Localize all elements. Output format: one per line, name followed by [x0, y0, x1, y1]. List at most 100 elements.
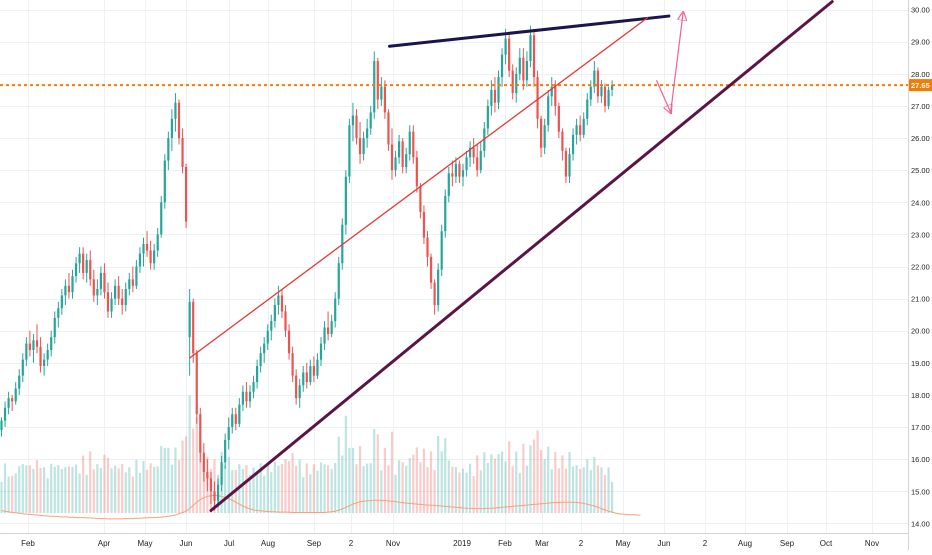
volume-bar [53, 466, 56, 513]
candle [327, 311, 330, 341]
time-tick-label: Aug [261, 539, 275, 548]
candle [415, 150, 418, 193]
volume-bar [131, 476, 134, 513]
candle-body [89, 260, 92, 280]
candle [312, 356, 315, 383]
candle [202, 443, 205, 482]
candle [561, 128, 564, 161]
volume-bar [273, 461, 276, 513]
candle [355, 109, 358, 145]
volume-bar [312, 464, 315, 513]
candle [252, 375, 255, 399]
volume-bar [327, 465, 330, 513]
time-tick-label: May [137, 539, 152, 548]
volume-bar [121, 464, 124, 513]
volume-bar [28, 465, 31, 513]
candle-body [486, 105, 489, 129]
candle-body [284, 311, 287, 331]
candle-body [46, 349, 49, 360]
candle-body [461, 170, 465, 177]
candle [334, 292, 337, 328]
volume-bar [564, 468, 568, 513]
candle-body [53, 317, 56, 338]
candle-body [582, 118, 585, 135]
volume-bar [323, 464, 326, 513]
candle [465, 150, 468, 177]
candle-body [206, 471, 209, 479]
candle-body [43, 359, 46, 367]
volume-bar [319, 462, 323, 513]
trendline [209, 0, 834, 513]
volume-bar [394, 474, 397, 513]
candle [199, 407, 202, 463]
price-tick-label: 14.00 [911, 519, 930, 528]
candle [351, 102, 355, 142]
time-axis: Feb Apr May Jun Jul Aug Sep 2 Nov 2019 Feb Mar 2 May J… [0, 533, 908, 550]
volume-bar [74, 464, 78, 513]
candle [21, 353, 24, 383]
candle-body [362, 138, 365, 155]
volume-bar [305, 463, 308, 513]
candle-body [50, 337, 53, 350]
candle [99, 266, 102, 296]
volume-bar [586, 459, 589, 513]
candle [277, 285, 280, 315]
candle-body [447, 173, 450, 196]
price-axis-background [908, 0, 932, 550]
candle [525, 51, 528, 87]
candle-body [0, 420, 3, 431]
candle-body [405, 154, 408, 167]
candle-body [330, 321, 333, 334]
candle-body [7, 398, 10, 408]
candle-body [298, 385, 301, 399]
volume-bar [401, 462, 404, 513]
candle-body [596, 70, 599, 97]
candle [493, 77, 497, 113]
volume-bar [337, 436, 340, 513]
candle [401, 138, 404, 174]
volume-bar [185, 436, 188, 513]
time-tick-label: Oct [820, 539, 833, 548]
volume-bar [568, 452, 571, 513]
candle-body [256, 366, 259, 383]
time-tick-label: May [615, 539, 630, 548]
candle-body [188, 301, 191, 338]
volume-bar [543, 459, 546, 513]
candle [71, 269, 74, 299]
volume-bar [408, 458, 411, 513]
volume-bar [330, 469, 333, 513]
candle [518, 48, 521, 81]
volume-bar [429, 451, 433, 513]
candle-body [433, 282, 436, 306]
price-tick-label: 15.00 [911, 487, 930, 496]
volume-bar [149, 463, 152, 513]
candle-body [170, 118, 173, 139]
price-tick-label: 16.00 [911, 455, 930, 464]
current-price-label-group: 27.65 [909, 79, 932, 92]
candle-body [589, 86, 592, 100]
volume-bar [518, 472, 521, 513]
volume-bar [579, 469, 582, 513]
volume-bar [11, 475, 14, 513]
candle [348, 118, 351, 184]
candle [600, 80, 603, 103]
candle-body [199, 414, 202, 453]
volume-bar [89, 451, 92, 513]
candle-body [114, 285, 117, 299]
volume-bar [248, 475, 252, 513]
candle [185, 163, 188, 228]
candle [128, 272, 131, 296]
candle-body [458, 163, 461, 177]
candle-body [511, 70, 514, 94]
volume-bar [479, 470, 482, 513]
candle [429, 253, 433, 289]
candle-body [192, 301, 195, 354]
volume-bar [170, 464, 173, 513]
candle [603, 83, 607, 113]
volume-bar [135, 459, 138, 513]
volume-bar [426, 467, 429, 513]
volume-bar [256, 473, 259, 513]
time-tick-label: Jun [658, 539, 671, 548]
candle-body [266, 330, 269, 344]
